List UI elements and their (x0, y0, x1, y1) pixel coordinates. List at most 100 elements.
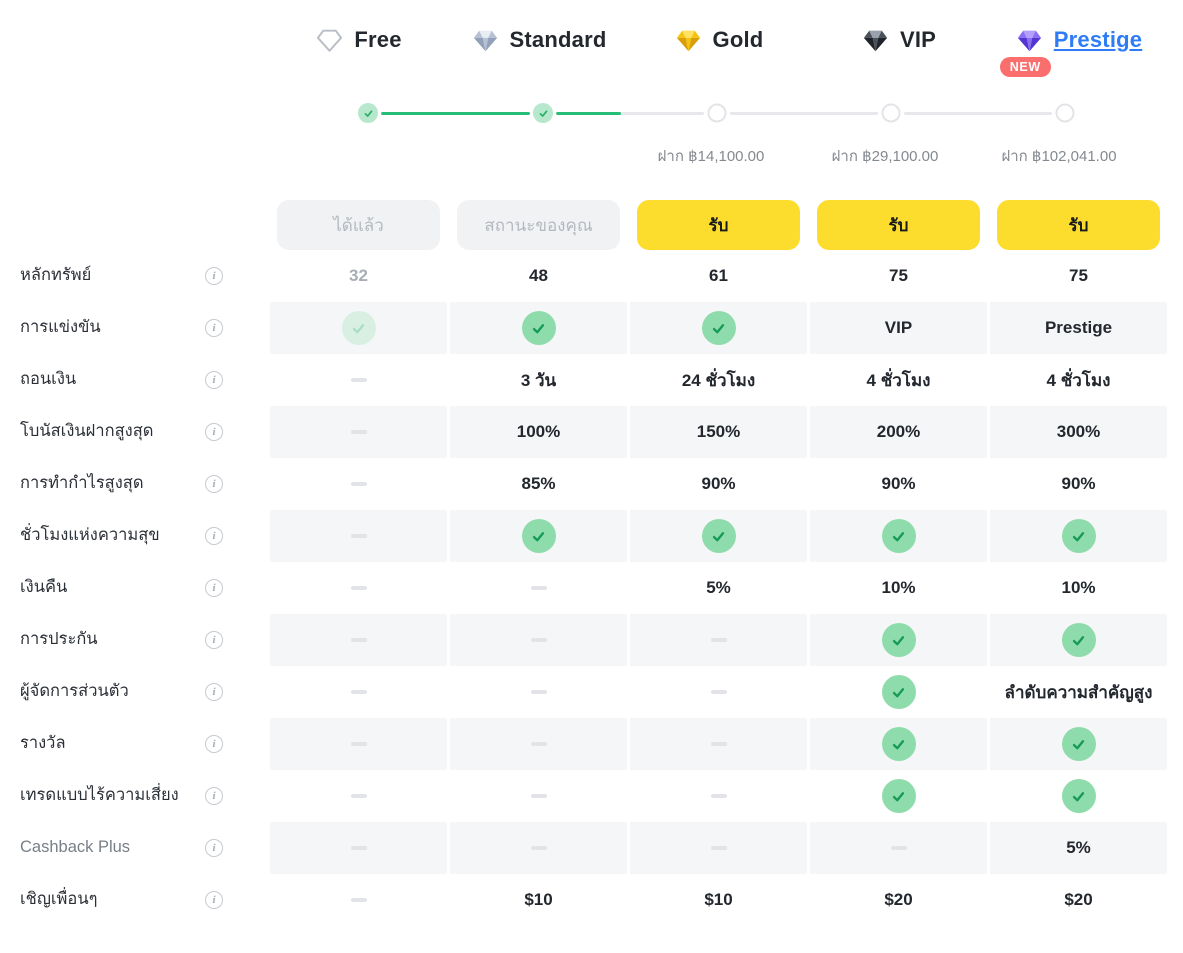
cell-standard-row-12 (450, 822, 627, 874)
cell-value: 24 ชั่วโมง (681, 370, 756, 390)
button-cell-prestige: รับ (990, 198, 1167, 252)
feature-label-row-12: Cashback Plus i (20, 822, 267, 874)
cell-value: 300% (1056, 422, 1101, 441)
info-icon[interactable]: i (205, 319, 223, 337)
cell-prestige-row-4: 300% (990, 406, 1167, 458)
cell-free-row-11 (270, 770, 447, 822)
cell-value: 90% (1061, 474, 1096, 493)
new-badge: NEW (999, 56, 1051, 77)
cell-prestige-row-7: 10% (990, 562, 1167, 614)
cell-value: 100% (516, 422, 561, 441)
cell-free-row-6 (270, 510, 447, 562)
tier-label-prestige[interactable]: Prestige (1053, 27, 1143, 52)
stepper-segment-fill (556, 111, 622, 115)
cell-gold-row-2 (630, 302, 807, 354)
status-button-standard: สถานะของคุณ (457, 200, 620, 250)
feature-name: หลักทรัพย์ (20, 266, 92, 285)
cell-standard-row-11 (450, 770, 627, 822)
info-icon[interactable]: i (205, 787, 223, 805)
cell-value: 75 (889, 266, 908, 285)
deposit-requirement-label: ฝาก ฿14,100.00 (657, 148, 765, 165)
feature-label-row-7: เงินคืน i (20, 562, 267, 614)
cell-value: 61 (709, 266, 728, 285)
check-icon (1061, 727, 1096, 761)
not-available-dash (530, 845, 547, 851)
stepper-step-5-todo (1055, 103, 1075, 123)
not-available-dash (350, 845, 367, 851)
button-row-spacer (20, 198, 267, 250)
info-icon[interactable]: i (205, 735, 223, 753)
gem-icon-prestige: NEW (999, 28, 1051, 77)
cell-vip-row-4: 200% (810, 406, 987, 458)
deposit-requirement-label: ฝาก ฿102,041.00 (1001, 148, 1117, 165)
cell-vip-row-7: 10% (810, 562, 987, 614)
gem-icon-vip (861, 28, 890, 53)
cell-free-row-7 (270, 562, 447, 614)
info-icon[interactable]: i (205, 891, 223, 909)
cell-standard-row-6 (450, 510, 627, 562)
cell-value: $10 (704, 890, 733, 909)
not-available-dash (530, 689, 547, 695)
check-icon (881, 779, 916, 813)
cell-value: 4 ชั่วโมง (1046, 370, 1111, 390)
gem-icon-gold (674, 28, 703, 53)
cell-vip-row-3: 4 ชั่วโมง (810, 354, 987, 406)
cell-value: VIP (884, 318, 913, 337)
tier-header-standard: Standard (450, 14, 627, 66)
cell-standard-row-8 (450, 614, 627, 666)
info-icon[interactable]: i (205, 527, 223, 545)
check-icon (701, 519, 736, 553)
info-icon[interactable]: i (205, 267, 223, 285)
not-available-dash (350, 377, 367, 383)
info-icon[interactable]: i (205, 579, 223, 597)
stepper-segment-2 (556, 111, 704, 115)
cell-vip-row-13: $20 (810, 874, 987, 926)
claim-button-gold[interactable]: รับ (637, 200, 800, 250)
info-icon[interactable]: i (205, 631, 223, 649)
cell-value: 5% (706, 578, 731, 597)
not-available-dash (350, 741, 367, 747)
check-icon (521, 519, 556, 553)
cell-free-row-1: 32 (270, 250, 447, 302)
cell-vip-row-5: 90% (810, 458, 987, 510)
cell-gold-row-6 (630, 510, 807, 562)
info-icon[interactable]: i (205, 839, 223, 857)
cell-standard-row-7 (450, 562, 627, 614)
cell-standard-row-13: $10 (450, 874, 627, 926)
cell-standard-row-5: 85% (450, 458, 627, 510)
cell-value: 10% (881, 578, 916, 597)
cell-standard-row-9 (450, 666, 627, 718)
cell-free-row-4 (270, 406, 447, 458)
cell-free-row-8 (270, 614, 447, 666)
cell-vip-row-11 (810, 770, 987, 822)
info-icon[interactable]: i (205, 683, 223, 701)
cell-gold-row-9 (630, 666, 807, 718)
info-icon[interactable]: i (205, 371, 223, 389)
cell-value: $10 (524, 890, 553, 909)
stepper-step-1-done (358, 103, 378, 123)
feature-name: ถอนเงิน (20, 370, 77, 389)
cell-gold-row-3: 24 ชั่วโมง (630, 354, 807, 406)
cell-vip-row-10 (810, 718, 987, 770)
check-icon (1061, 779, 1096, 813)
cell-value: 3 วัน (520, 370, 557, 390)
check-icon (701, 311, 736, 345)
cell-standard-row-2 (450, 302, 627, 354)
info-icon[interactable]: i (205, 475, 223, 493)
claim-button-vip[interactable]: รับ (817, 200, 980, 250)
check-icon (521, 311, 556, 345)
cell-prestige-row-5: 90% (990, 458, 1167, 510)
cell-gold-row-1: 61 (630, 250, 807, 302)
info-icon[interactable]: i (205, 423, 223, 441)
button-cell-free: ได้แล้ว (270, 198, 447, 252)
cell-standard-row-4: 100% (450, 406, 627, 458)
tier-header-free: Free (270, 14, 447, 66)
cell-prestige-row-13: $20 (990, 874, 1167, 926)
claim-button-prestige[interactable]: รับ (997, 200, 1160, 250)
cell-vip-row-6 (810, 510, 987, 562)
not-available-dash (350, 481, 367, 487)
cell-gold-row-5: 90% (630, 458, 807, 510)
button-cell-vip: รับ (810, 198, 987, 252)
cell-value: 10% (1061, 578, 1096, 597)
cell-vip-row-9 (810, 666, 987, 718)
